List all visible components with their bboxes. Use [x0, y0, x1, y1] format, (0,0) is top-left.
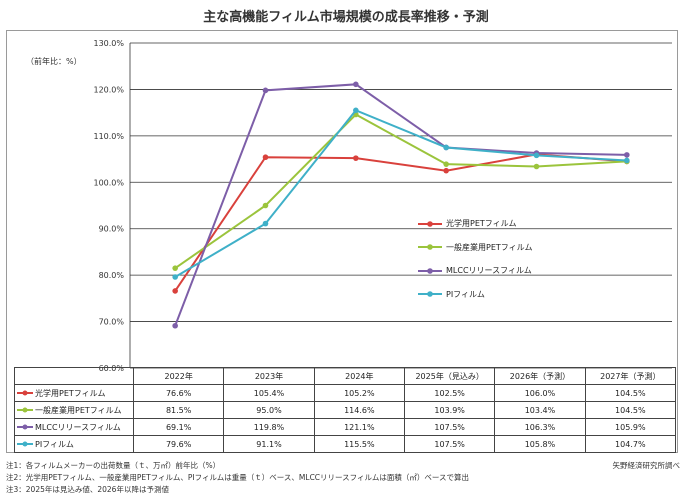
data-label: 103.9%	[403, 401, 496, 419]
chart-title: 主な高機能フィルム市場規模の成長率推移・予測	[203, 10, 489, 25]
x-category-label: 2022年	[132, 367, 225, 385]
y-tick-label: 80.0%	[99, 271, 125, 280]
data-point	[262, 154, 269, 161]
table-series-label: 光学用PETフィルム	[14, 384, 134, 402]
data-label: 119.8%	[223, 418, 315, 436]
data-label: 107.5%	[403, 435, 496, 453]
data-label: 95.0%	[223, 401, 315, 419]
footnote-2: 注2：光学用PETフィルム、一般産業用PETフィルム、PIフィルムは重量（ｔ）ベ…	[6, 473, 469, 482]
table-series-marker	[17, 390, 33, 396]
data-point	[172, 265, 178, 271]
data-point	[533, 152, 540, 159]
data-label: 105.9%	[584, 418, 676, 436]
legend-label: MLCCリリースフィルム	[446, 266, 532, 276]
data-label: 121.1%	[313, 418, 405, 436]
table-series-name: PIフィルム	[35, 439, 74, 449]
data-label: 114.6%	[313, 401, 405, 419]
data-label: 104.7%	[584, 435, 676, 453]
data-label: 102.5%	[403, 384, 496, 402]
data-label: 105.4%	[223, 384, 315, 402]
series-line-3	[174, 109, 627, 278]
data-label: 104.5%	[584, 384, 676, 402]
data-point	[624, 152, 630, 158]
y-tick-label: 130.0%	[93, 39, 124, 48]
data-point	[172, 322, 178, 329]
x-category-label: 2027年（予測）	[584, 367, 676, 385]
data-label: 79.6%	[132, 435, 225, 453]
table-series-name: 一般産業用PETフィルム	[35, 405, 122, 415]
legend-label: 一般産業用PETフィルム	[446, 242, 533, 252]
table-series-marker	[17, 407, 33, 413]
data-point	[262, 202, 269, 209]
data-point	[533, 163, 540, 170]
chart-frame	[6, 30, 678, 453]
data-label: 104.5%	[584, 401, 676, 419]
data-label: 106.3%	[494, 418, 586, 436]
table-series-label: 一般産業用PETフィルム	[14, 401, 134, 419]
y-axis-unit-label: （前年比：%）	[26, 57, 82, 66]
x-category-label: 2026年（予測）	[494, 367, 586, 385]
table-row: PIフィルム 79.6% 91.1% 115.5% 107.5% 105.8% 104.7%	[14, 435, 676, 453]
y-tick-label: 90.0%	[99, 225, 125, 234]
data-point	[172, 288, 178, 294]
legend-marker	[418, 220, 442, 227]
data-label: 105.2%	[313, 384, 405, 402]
table-series-label: PIフィルム	[14, 435, 134, 453]
table-header-row: 2022年 2023年 2024年 2025年（見込み） 2026年（予測） 2027年（…	[14, 367, 676, 385]
data-table: 2022年 2023年 2024年 2025年（見込み） 2026年（予測） 2027年（…	[14, 367, 676, 453]
legend-label: 光学用PETフィルム	[446, 219, 517, 229]
table-row: 光学用PETフィルム 76.6% 105.4% 105.2% 102.5% 106.0% 1…	[14, 384, 676, 402]
legend-marker	[418, 244, 442, 251]
x-category-label: 2025年（見込み）	[403, 367, 496, 385]
data-label: 69.1%	[132, 418, 225, 436]
data-label: 91.1%	[223, 435, 315, 453]
data-label: 105.8%	[494, 435, 586, 453]
legend-item: 一般産業用PETフィルム	[418, 236, 532, 260]
chart-legend: 光学用PETフィルム一般産業用PETフィルム MLCCリリースフィルム PIフィルム	[418, 212, 532, 306]
y-tick-label: 100.0%	[93, 178, 124, 187]
data-label: 76.6%	[132, 384, 225, 402]
legend-marker	[418, 267, 442, 274]
table-series-name: 光学用PETフィルム	[35, 388, 106, 398]
data-label: 81.5%	[132, 401, 225, 419]
data-point	[624, 157, 630, 164]
footnote-1: 注1：各フィルムメーカーの出荷数量（ｔ、万㎡）前年比（%）	[6, 461, 221, 470]
table-series-marker	[17, 441, 33, 447]
legend-item: PIフィルム	[418, 283, 532, 307]
data-point	[443, 167, 449, 174]
legend-item: 光学用PETフィルム	[418, 212, 532, 236]
y-tick-label: 120.0%	[93, 85, 124, 94]
data-point	[443, 161, 449, 167]
legend-marker	[418, 291, 442, 298]
data-label: 103.4%	[494, 401, 586, 419]
table-series-name: MLCCリリースフィルム	[35, 422, 121, 432]
data-point	[353, 155, 359, 161]
data-label: 107.5%	[403, 418, 496, 436]
y-tick-label: 70.0%	[99, 318, 125, 327]
series-line-2	[174, 83, 627, 327]
data-point	[353, 107, 359, 114]
table-series-label: MLCCリリースフィルム	[14, 418, 134, 436]
data-point	[353, 81, 359, 88]
footnotes: 注1：各フィルムメーカーの出荷数量（ｔ、万㎡）前年比（%） 注2：光学用PETフ…	[6, 460, 469, 496]
x-category-label: 2023年	[223, 367, 315, 385]
data-point	[443, 144, 449, 151]
footnote-3: 注3：2025年は見込み値、2026年以降は予測値	[6, 485, 169, 494]
data-label: 106.0%	[494, 384, 586, 402]
legend-label: PIフィルム	[446, 289, 485, 299]
series-line-0	[174, 153, 627, 292]
data-label: 115.5%	[313, 435, 405, 453]
x-category-label: 2024年	[313, 367, 405, 385]
table-row: 一般産業用PETフィルム 81.5% 95.0% 114.6% 103.9% 103.4%…	[14, 401, 676, 419]
y-tick-label: 110.0%	[93, 132, 124, 141]
source-credit: 矢野経済研究所調べ	[612, 461, 681, 470]
table-corner-cell	[14, 367, 134, 385]
data-point	[262, 87, 269, 94]
table-row: MLCCリリースフィルム 69.1% 119.8% 121.1% 107.5% 106.3…	[14, 418, 676, 436]
data-point	[262, 220, 269, 227]
data-point	[172, 274, 178, 280]
legend-item: MLCCリリースフィルム	[418, 259, 532, 283]
table-series-marker	[17, 424, 33, 430]
series-line-1	[174, 113, 627, 270]
